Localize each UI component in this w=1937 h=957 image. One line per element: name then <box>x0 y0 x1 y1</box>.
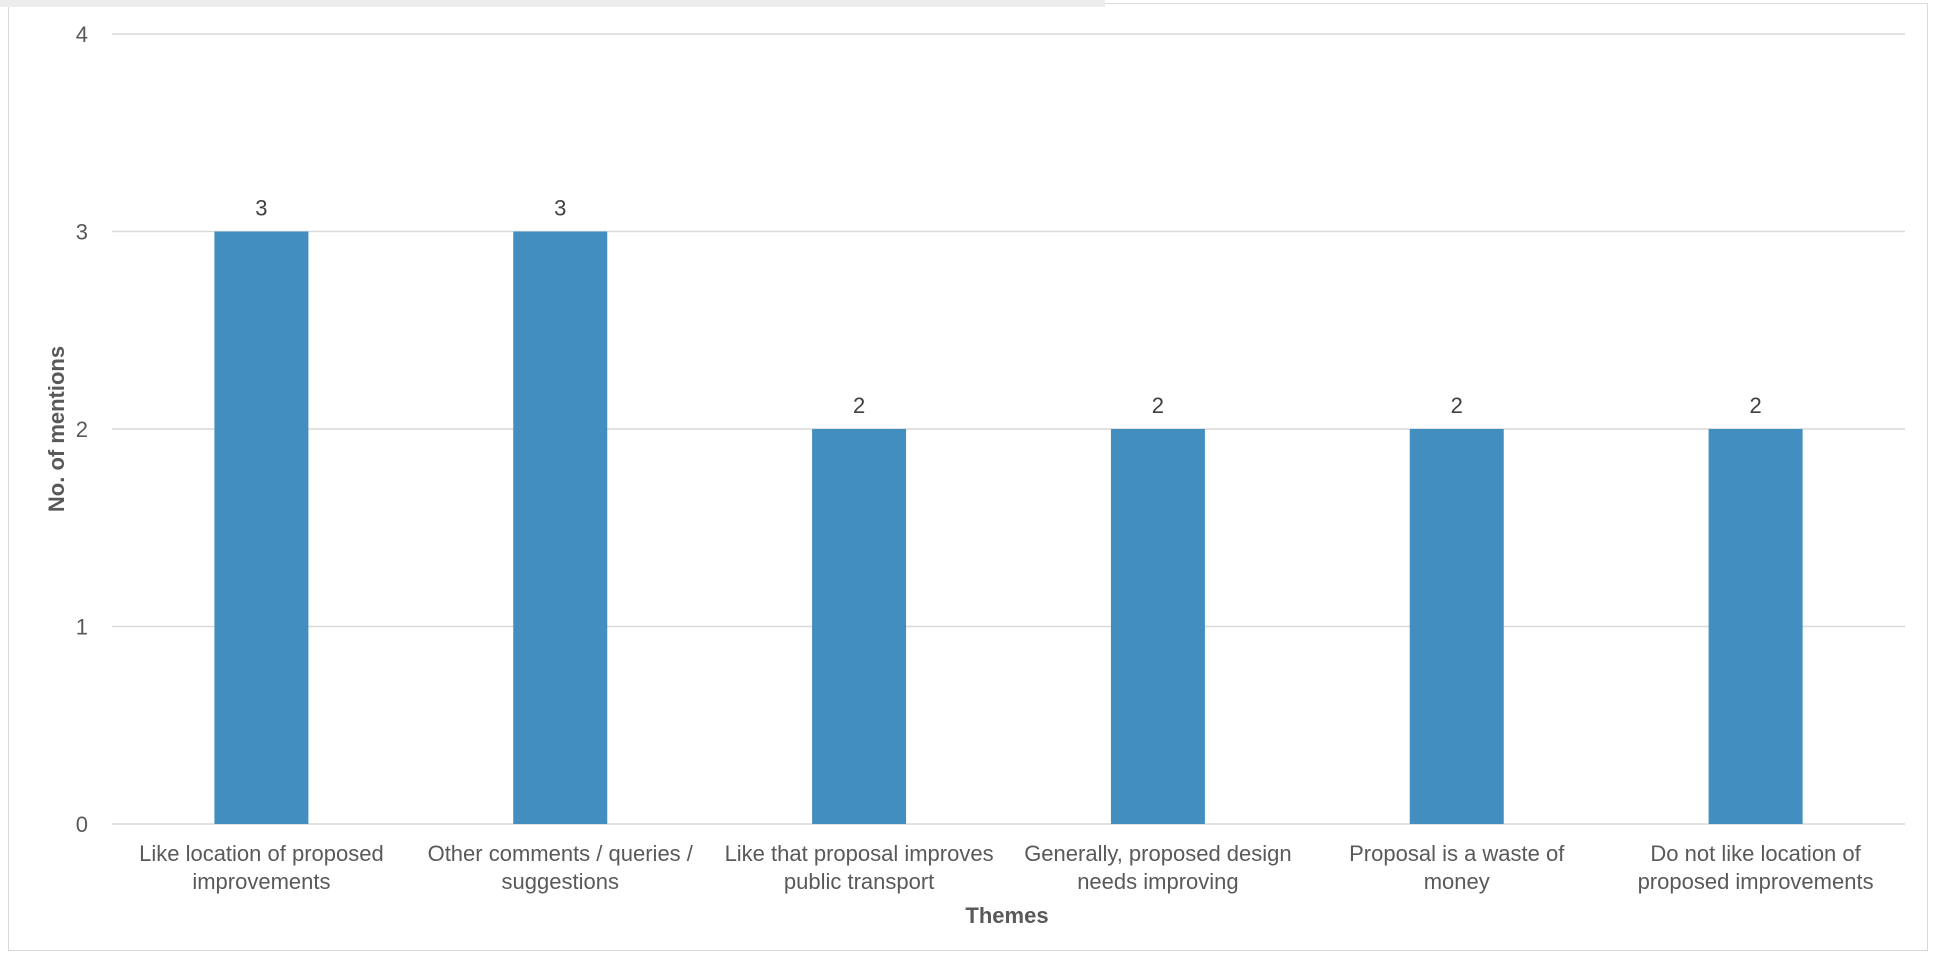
category-label-line: Like that proposal improves <box>725 841 994 866</box>
category-label-line: Like location of proposed <box>139 841 384 866</box>
bar <box>513 231 608 824</box>
y-axis-title: No. of mentions <box>44 346 69 512</box>
y-tick-label: 0 <box>76 812 88 837</box>
category-label-line: proposed improvements <box>1638 869 1874 894</box>
data-label: 2 <box>1152 393 1164 418</box>
category-label-line: suggestions <box>502 869 619 894</box>
x-axis-categories: Like location of proposed improvements Oth… <box>139 841 1873 894</box>
category-label: Proposal is a waste of money <box>1349 841 1565 894</box>
bar <box>812 429 907 824</box>
category-label: Generally, proposed design needs improvin… <box>1024 841 1291 894</box>
category-label-line: improvements <box>192 869 330 894</box>
category-label: Like that proposal improves public transp… <box>725 841 994 894</box>
bar <box>1708 429 1803 824</box>
data-label: 2 <box>853 393 865 418</box>
category-label-line: Proposal is a waste of <box>1349 841 1565 866</box>
bar <box>1110 429 1205 824</box>
category-label-line: Do not like location of <box>1650 841 1861 866</box>
chart-frame <box>8 3 1928 951</box>
category-label-line: Generally, proposed design <box>1024 841 1291 866</box>
category-label-line: public transport <box>784 869 934 894</box>
x-axis-title: Themes <box>965 903 1048 928</box>
top-shade <box>0 0 1105 7</box>
category-label-line: money <box>1424 869 1490 894</box>
y-tick-label: 2 <box>76 417 88 442</box>
y-tick-label: 4 <box>76 22 88 47</box>
category-label: Do not like location of proposed improvem… <box>1638 841 1874 894</box>
bar <box>1409 429 1504 824</box>
y-tick-label: 3 <box>76 220 88 245</box>
data-label: 3 <box>255 196 267 221</box>
y-axis-ticks: 0 1 2 3 4 <box>76 22 88 837</box>
data-label: 2 <box>1451 393 1463 418</box>
category-label: Like location of proposed improvements <box>139 841 384 894</box>
y-tick-label: 1 <box>76 615 88 640</box>
category-label: Other comments / queries / suggestions <box>428 841 694 894</box>
data-labels: 3 3 2 2 2 2 <box>255 196 1761 419</box>
category-label-line: needs improving <box>1077 869 1238 894</box>
data-label: 3 <box>554 196 566 221</box>
bars <box>214 231 1803 824</box>
gridlines <box>112 33 1905 825</box>
bar <box>214 231 309 824</box>
category-label-line: Other comments / queries / <box>428 841 694 866</box>
data-label: 2 <box>1749 393 1761 418</box>
